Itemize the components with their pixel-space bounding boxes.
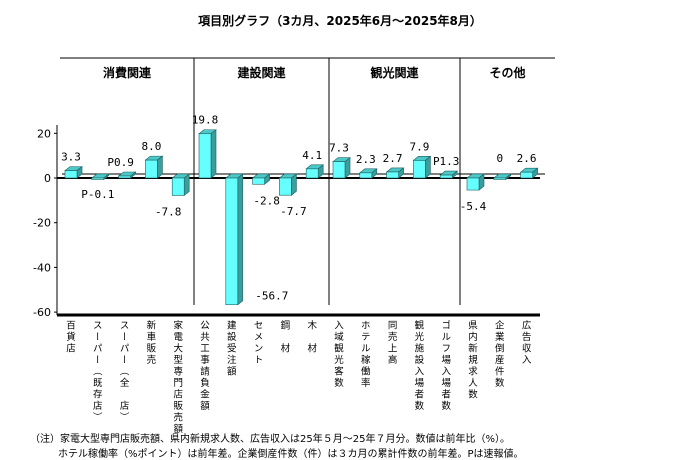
data-label: -56.7 (255, 290, 288, 303)
category-label: 公共工事請負金額 (198, 320, 209, 412)
category-label: 家電大型専門店販売額 (171, 320, 183, 435)
data-label: P1.3 (433, 155, 460, 168)
data-label: 19.8 (192, 114, 219, 127)
category-label: セメント (251, 320, 263, 366)
bar (359, 172, 373, 179)
group-label-consumption: 消費関連 (102, 66, 151, 80)
bar (225, 177, 239, 306)
bar (252, 177, 265, 185)
category-label: 県内新規求人数 (466, 320, 477, 401)
bar-side (183, 173, 190, 197)
category-label: 観光施設入場者数 (412, 320, 424, 412)
y-tick-label: -60 (33, 306, 51, 319)
footnote-1: （注）家電大型専門店販売額、県内新規求人数、広告収入は25年５月～25年７月分。… (30, 434, 510, 445)
category-label: 木 材 (305, 320, 317, 355)
bar (413, 160, 426, 179)
category-label: 入域観光客数 (332, 320, 343, 389)
bar (118, 175, 131, 179)
category-label: 鋼 材 (278, 320, 290, 355)
bar-side (344, 157, 351, 179)
group-label-tourism: 観光関連 (370, 66, 419, 80)
data-label: P0.9 (107, 156, 134, 169)
data-label: 7.9 (409, 140, 429, 153)
data-label: -7.7 (280, 205, 307, 218)
bar (386, 171, 399, 179)
bar (171, 177, 185, 196)
data-label: 2.7 (383, 152, 403, 165)
bar-side (425, 155, 431, 179)
bar (305, 168, 319, 179)
y-tick-label: -20 (33, 217, 51, 230)
y-tick-label: 20 (37, 127, 51, 140)
bar-side (291, 173, 297, 196)
chart-title: 項目別グラフ（3カ月、2025年6月～2025年8月） (198, 14, 482, 28)
bar-side (157, 155, 163, 179)
category-label: 広告収入 (519, 320, 531, 366)
bar (439, 174, 453, 179)
category-label: 企業倒産件数 (492, 320, 504, 389)
bar (520, 171, 533, 179)
y-tick-label: 0 (44, 172, 51, 185)
data-label: -7.8 (155, 205, 182, 218)
data-label: 7.3 (329, 142, 349, 155)
data-label: 0 (496, 152, 503, 165)
bar (91, 177, 105, 180)
bar (145, 159, 158, 179)
category-label: スーパー（既存店） (90, 320, 102, 424)
data-label: 3.3 (61, 151, 81, 164)
category-label: ゴルフ場入場者数 (439, 320, 451, 412)
category-label: 同売上高 (385, 320, 397, 366)
category-label: スーパー（全 店） (117, 320, 129, 424)
data-label: -2.8 (253, 194, 280, 207)
data-label: -5.4 (460, 200, 487, 213)
bar-side (210, 129, 217, 179)
category-label: 新車販売 (144, 320, 156, 366)
data-label: P-0.1 (81, 188, 114, 201)
data-label: 2.3 (356, 153, 376, 166)
category-label: 建設受注額 (224, 320, 236, 378)
bar (198, 133, 212, 179)
group-label-other: その他 (489, 66, 526, 80)
data-label: 4.1 (302, 149, 322, 162)
bar-side (237, 173, 244, 306)
category-label: 百貨店 (64, 320, 75, 355)
bar (332, 161, 346, 179)
footnote-2: ホテル稼働率（%ポイント）は前年差。企業倒産件数（件）は３カ月の累計件数の前年差… (58, 449, 524, 460)
data-label: 8.0 (141, 140, 161, 153)
category-label: ホテル稼働率 (358, 320, 370, 389)
y-tick-label: -40 (33, 261, 51, 274)
bar (466, 177, 480, 191)
data-label: 2.6 (517, 152, 537, 165)
bar (279, 177, 292, 196)
bar (493, 177, 507, 180)
group-label-construction: 建設関連 (237, 66, 286, 80)
bar (64, 170, 78, 179)
